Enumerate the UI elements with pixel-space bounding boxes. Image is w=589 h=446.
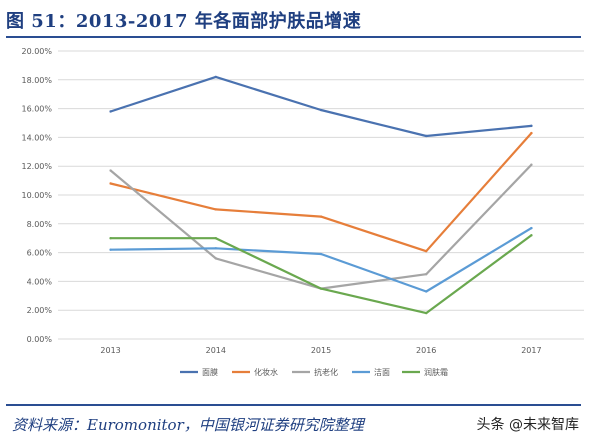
data-point [530, 226, 533, 230]
data-point [319, 108, 323, 112]
legend-label: 洁面 [374, 367, 390, 377]
y-tick-label: 2.00% [27, 306, 53, 315]
legend-label: 抗老化 [314, 367, 338, 377]
chart-area: 0.00% 2.00% 4.00% 6.00% 8.00% 10.00% 12.00% 14.… [0, 40, 589, 400]
legend-label: 润肤霜 [424, 367, 448, 377]
data-point [530, 234, 533, 237]
data-point [319, 287, 323, 290]
data-point [530, 124, 533, 128]
y-tick-label: 4.00% [27, 277, 53, 286]
y-tick-label: 0.00% [27, 335, 53, 344]
data-point [109, 237, 112, 240]
watermark: 头条 @未来智库 [476, 417, 579, 433]
title-divider [6, 36, 581, 38]
data-point [214, 208, 217, 211]
series-line [109, 234, 533, 315]
data-point [319, 215, 323, 218]
data-point [425, 290, 428, 293]
data-point [109, 248, 112, 251]
legend-label: 面膜 [202, 367, 218, 377]
x-tick-label: 2017 [521, 346, 541, 355]
x-tick-label: 2013 [100, 346, 120, 355]
data-point [109, 182, 112, 185]
data-point [214, 75, 217, 79]
data-point [214, 237, 217, 240]
line-chart: 0.00% 2.00% 4.00% 6.00% 8.00% 10.00% 12.00% 14.… [21, 47, 584, 377]
y-tick-label: 14.00% [21, 133, 52, 142]
y-tick-label: 18.00% [21, 76, 52, 85]
legend-label: 化妆水 [254, 367, 278, 377]
data-point [425, 249, 428, 253]
data-point [109, 110, 112, 113]
y-tick-label: 16.00% [21, 105, 52, 114]
source-note: 资料来源：Euromonitor，中国银河证券研究院整理 [12, 416, 364, 434]
data-point [425, 134, 428, 138]
data-point [425, 273, 428, 276]
footer-divider [6, 404, 581, 406]
data-point [214, 247, 217, 250]
x-tick-label: 2015 [311, 346, 331, 355]
data-point [319, 252, 323, 256]
y-tick-label: 8.00% [27, 220, 53, 229]
series-line [109, 75, 533, 138]
y-tick-label: 12.00% [21, 162, 52, 171]
x-tick-label: 2014 [206, 346, 226, 355]
x-tick-label: 2016 [416, 346, 436, 355]
y-tick-label: 6.00% [27, 249, 53, 258]
data-point [425, 311, 428, 315]
data-point [530, 163, 533, 166]
y-tick-label: 20.00% [21, 47, 52, 56]
y-tick-label: 10.00% [21, 191, 52, 200]
data-point [530, 131, 533, 135]
data-point [109, 169, 112, 172]
series-line [109, 131, 533, 253]
data-point [214, 257, 217, 260]
page-title: 图 51：2013-2017 年各面部护肤品增速 [6, 11, 362, 32]
series-line [109, 163, 533, 290]
